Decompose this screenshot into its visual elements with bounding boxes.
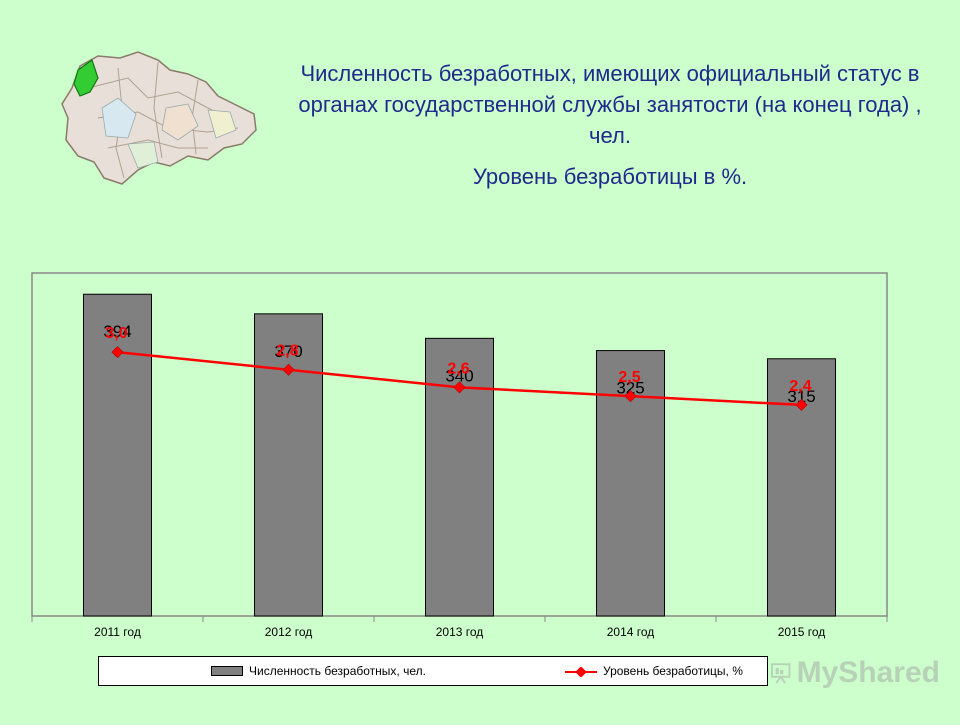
legend-label-line: Уровень безработицы, %: [603, 664, 743, 678]
x-tick-label-0: 2011 год: [94, 625, 141, 639]
x-tick-label-3: 2014 год: [607, 625, 655, 639]
watermark: MyShared: [770, 653, 940, 693]
line-point-2: [453, 381, 466, 394]
legend-swatch-line: [565, 666, 597, 678]
bar-label-2: 340: [445, 366, 473, 385]
line-point-0: [111, 346, 124, 359]
legend-item-line: Уровень безработицы, %: [565, 664, 743, 678]
chart-title-block: Численность безработных, имеющих официал…: [290, 58, 930, 192]
watermark-text: MyShared: [796, 656, 940, 689]
legend-label-bars: Численность безработных, чел.: [249, 664, 426, 678]
legend-item-bars: Численность безработных, чел.: [211, 664, 426, 678]
legend-swatch-bars: [211, 666, 243, 676]
line-label-3: 2,5: [618, 369, 640, 386]
x-tick-label-4: 2015 год: [778, 625, 826, 639]
x-tick-label-2: 2013 год: [436, 625, 484, 639]
bar-0: [83, 293, 152, 617]
x-tick-label-1: 2012 год: [265, 625, 313, 639]
bar-label-1: 370: [274, 342, 302, 361]
line-label-2: 2,6: [447, 360, 469, 377]
bar-label-4: 315: [787, 387, 815, 406]
line-label-4: 2,4: [789, 378, 811, 395]
chart-subtitle: Уровень безработицы в %.: [472, 164, 748, 189]
region-map-icon: [58, 48, 260, 188]
bar-label-3: 325: [616, 379, 644, 398]
line-label-0: 3,0: [105, 325, 127, 342]
line-point-4: [795, 398, 808, 411]
chart-title: Численность безработных, имеющих официал…: [298, 61, 922, 148]
chart-legend: Численность безработных, чел. Уровень бе…: [98, 656, 768, 686]
line-label-1: 2,8: [276, 343, 298, 360]
bar-label-0: 394: [103, 322, 131, 341]
line-point-3: [624, 390, 637, 403]
line-point-1: [282, 363, 295, 376]
presentation-icon: [770, 663, 791, 684]
